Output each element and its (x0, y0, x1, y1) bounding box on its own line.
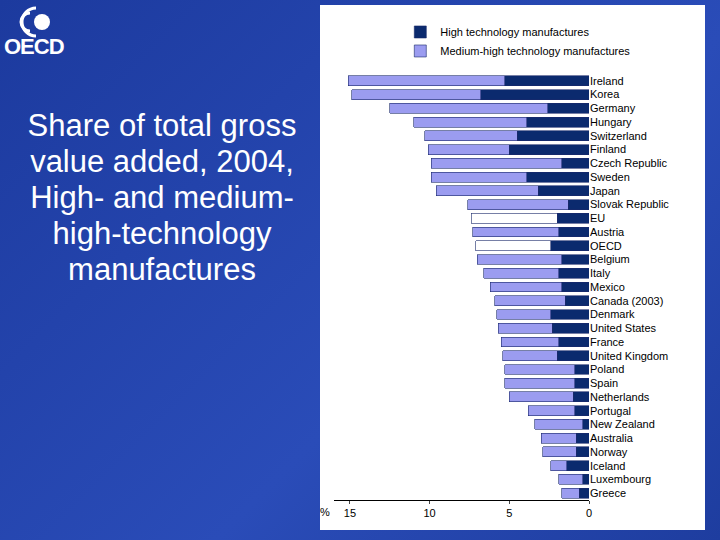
svg-text:OECD: OECD (590, 240, 622, 252)
svg-text:Hungary: Hungary (590, 116, 632, 128)
svg-text:Spain: Spain (590, 377, 618, 389)
svg-text:Czech Republic: Czech Republic (590, 157, 668, 169)
svg-text:High technology manufactures: High technology manufactures (440, 26, 589, 38)
svg-text:Iceland: Iceland (590, 460, 625, 472)
html-text:OECD: OECD (4, 34, 64, 59)
svg-text:0: 0 (586, 507, 592, 519)
svg-text:Sweden: Sweden (590, 171, 630, 183)
svg-text:Finland: Finland (590, 143, 626, 155)
svg-text:Norway: Norway (590, 446, 628, 458)
svg-text:Germany: Germany (590, 102, 636, 114)
svg-text:Canada (2003): Canada (2003) (590, 295, 663, 307)
svg-text:Greece: Greece (590, 487, 626, 499)
svg-text:France: France (590, 336, 624, 348)
svg-text:New Zealand: New Zealand (590, 418, 655, 430)
svg-text:Luxembourg: Luxembourg (590, 473, 651, 485)
svg-text:10: 10 (424, 507, 436, 519)
svg-text:Italy: Italy (590, 267, 611, 279)
svg-text:Korea: Korea (590, 88, 620, 100)
svg-text:5: 5 (506, 507, 512, 519)
svg-text:Mexico: Mexico (590, 281, 625, 293)
svg-text:Austria: Austria (590, 226, 625, 238)
svg-text:EU: EU (590, 212, 605, 224)
svg-text:Netherlands: Netherlands (590, 391, 650, 403)
svg-text:Portugal: Portugal (590, 405, 631, 417)
svg-text:15: 15 (344, 507, 356, 519)
svg-text:Denmark: Denmark (590, 308, 635, 320)
svg-text:Poland: Poland (590, 363, 624, 375)
svg-text:%: % (320, 506, 330, 518)
html-text:Share of total gross value add: Share of total gross value added, 2004, … (27, 108, 297, 287)
svg-text:United Kingdom: United Kingdom (590, 350, 668, 362)
svg-text:Ireland: Ireland (590, 75, 624, 87)
svg-text:United States: United States (590, 322, 657, 334)
svg-text:Slovak Republic: Slovak Republic (590, 198, 669, 210)
svg-text:Medium-high technology manufac: Medium-high technology manufactures (440, 45, 630, 57)
svg-text:Australia: Australia (590, 432, 634, 444)
svg-text:Japan: Japan (590, 185, 620, 197)
svg-text:Switzerland: Switzerland (590, 130, 647, 142)
svg-text:Belgium: Belgium (590, 253, 630, 265)
